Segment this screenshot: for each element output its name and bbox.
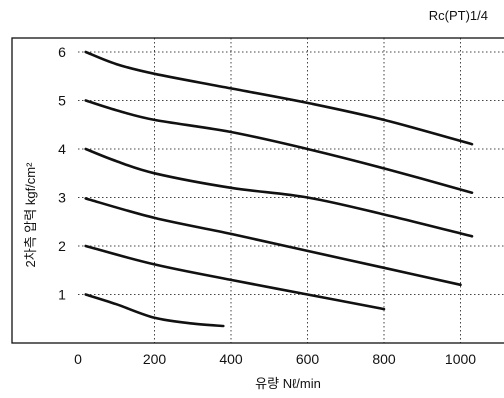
- y-tick-label-1: 2: [58, 238, 66, 254]
- y-tick-label-0: 1: [58, 287, 66, 303]
- x-tick-label-5: 1000: [445, 351, 476, 367]
- y-tick-label-5: 6: [58, 44, 66, 60]
- series-line-4: [84, 147, 474, 238]
- y-axis-label: 2차측 압력 kgf/cm²: [23, 162, 38, 268]
- series-line-5: [84, 99, 474, 194]
- tick-labels: 0 200 400 600 800 1000 1 2 3 4 5 6: [58, 44, 476, 367]
- series-line-1: [84, 293, 225, 328]
- series-line-2: [84, 244, 386, 311]
- x-axis-label: 유량 Nℓ/min: [255, 376, 321, 391]
- x-tick-label-4: 800: [372, 351, 396, 367]
- y-tick-label-3: 4: [58, 141, 66, 157]
- series-line-6: [84, 50, 474, 146]
- series-line-3: [84, 197, 462, 287]
- x-tick-label-2: 400: [219, 351, 243, 367]
- grid-lines: [78, 38, 504, 343]
- x-tick-label-0: 0: [74, 351, 82, 367]
- corner-label: Rc(PT)1/4: [429, 8, 488, 23]
- y-tick-label-2: 3: [58, 190, 66, 206]
- x-tick-label-3: 600: [296, 351, 320, 367]
- curve-layer: [84, 50, 474, 328]
- plot-frame: [11, 37, 504, 344]
- y-tick-label-4: 5: [58, 93, 66, 109]
- x-tick-label-1: 200: [143, 351, 167, 367]
